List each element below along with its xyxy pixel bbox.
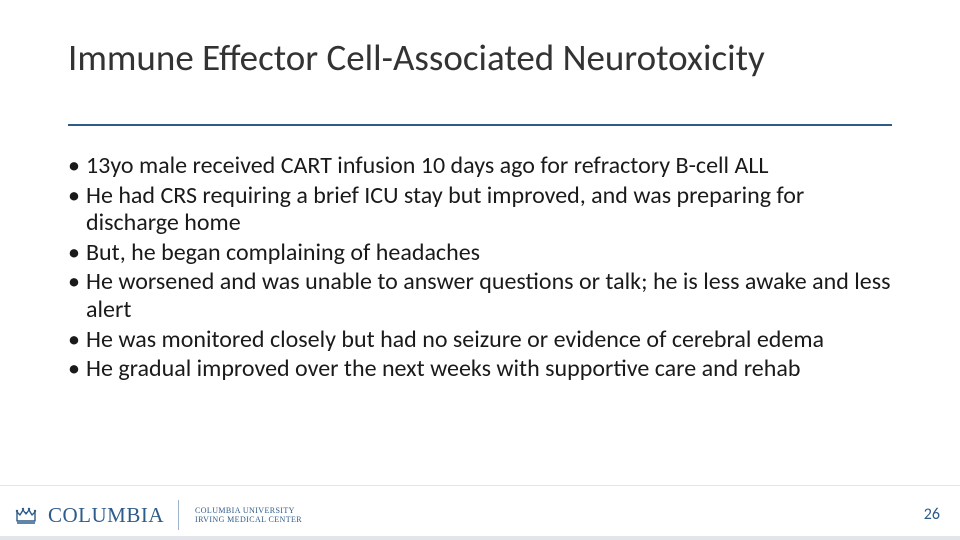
columbia-logo: COLUMBIA COLUMBIA UNIVERSITY IRVING MEDI… <box>14 500 302 530</box>
logo-wordmark: COLUMBIA <box>48 503 164 528</box>
list-item: He was monitored closely but had no seiz… <box>68 326 892 354</box>
list-item: But, he began complaining of headaches <box>68 239 892 267</box>
logo-sub-line: IRVING MEDICAL CENTER <box>195 515 302 524</box>
logo-subtext: COLUMBIA UNIVERSITY IRVING MEDICAL CENTE… <box>195 506 302 524</box>
page-number: 26 <box>924 505 940 524</box>
slide-title: Immune Effector Cell-Associated Neurotox… <box>68 38 765 79</box>
logo-divider <box>178 500 179 530</box>
logo-sub-line: COLUMBIA UNIVERSITY <box>195 506 302 515</box>
slide-body: 13yo male received CART infusion 10 days… <box>68 152 892 385</box>
crown-icon <box>14 505 38 525</box>
slide: Immune Effector Cell-Associated Neurotox… <box>0 0 960 540</box>
footer-rule-bottom <box>0 536 960 540</box>
bullet-list: 13yo male received CART infusion 10 days… <box>68 152 892 383</box>
title-rule <box>68 124 892 126</box>
list-item: 13yo male received CART infusion 10 days… <box>68 152 892 180</box>
list-item: He gradual improved over the next weeks … <box>68 355 892 383</box>
list-item: He had CRS requiring a brief ICU stay bu… <box>68 182 892 237</box>
footer-rule-top <box>0 485 960 486</box>
slide-footer: COLUMBIA COLUMBIA UNIVERSITY IRVING MEDI… <box>0 480 960 540</box>
list-item: He worsened and was unable to answer que… <box>68 268 892 323</box>
